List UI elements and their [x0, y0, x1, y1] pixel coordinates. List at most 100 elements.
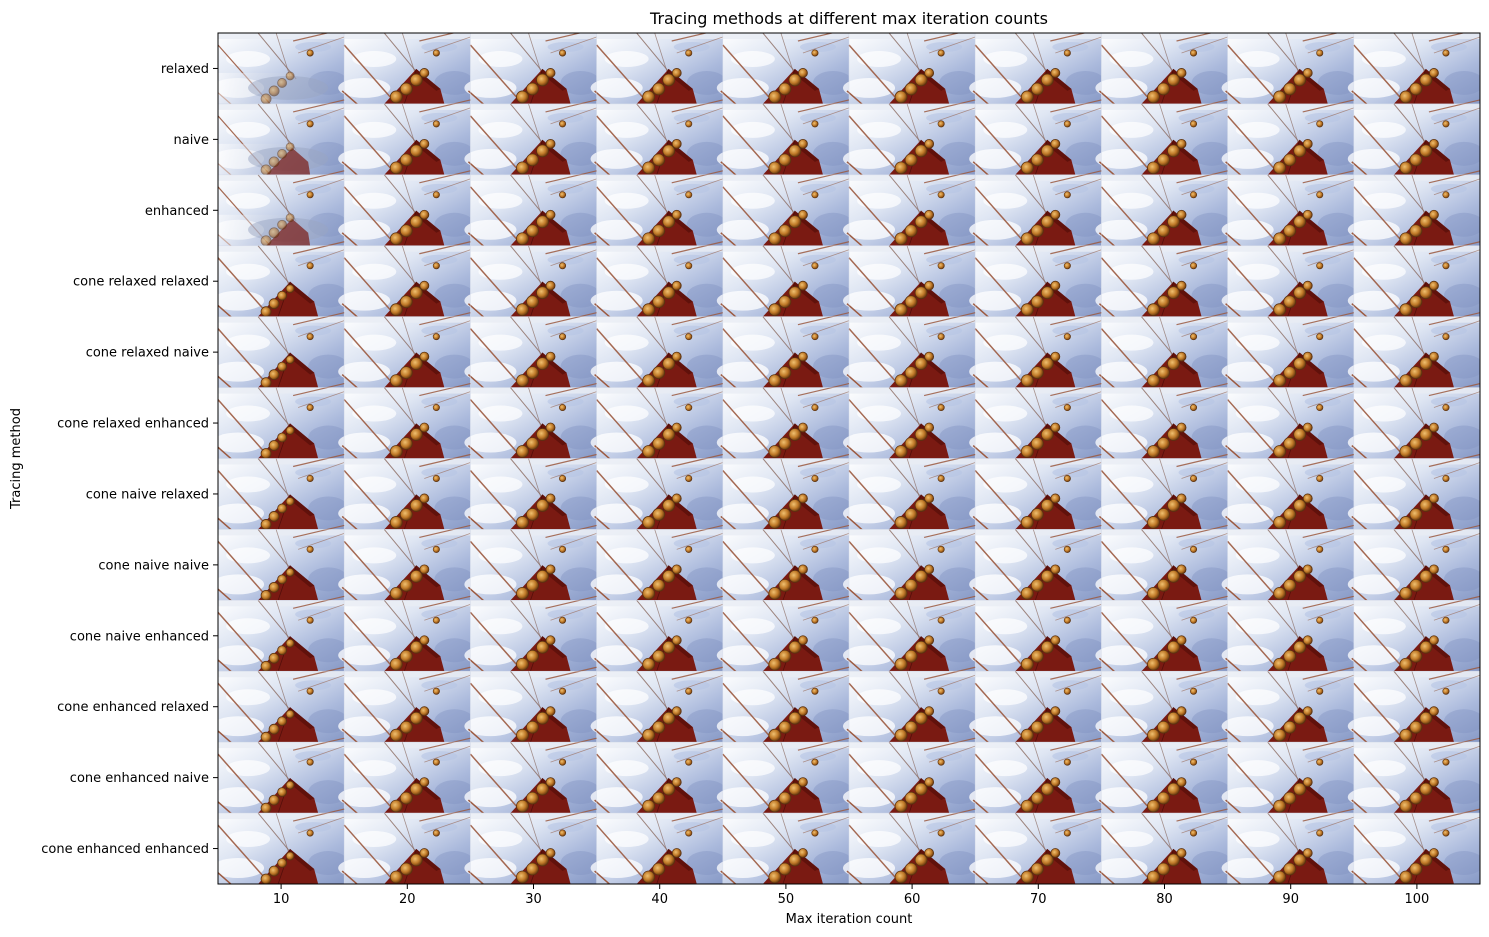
image-cell [218, 453, 349, 554]
image-cell [1221, 312, 1358, 413]
image-cell [716, 241, 854, 342]
image-cell [464, 241, 601, 342]
image-cell [969, 737, 1106, 838]
image-cell [338, 241, 475, 342]
image-cell [716, 595, 854, 696]
image-cell [590, 595, 727, 696]
chart-title: Tracing methods at different max iterati… [649, 9, 1048, 28]
y-tick-label: cone relaxed naive [86, 346, 209, 361]
image-cell [338, 312, 475, 413]
x-tick-label: 10 [273, 892, 290, 907]
image-cell [1221, 737, 1358, 838]
y-axis: relaxed naive enhanced cone relaxed relaxed… [41, 62, 218, 857]
image-cell [1347, 383, 1480, 484]
image-cell [590, 312, 727, 413]
image-grid [218, 33, 1480, 884]
image-cell [1095, 383, 1232, 484]
image-cell [464, 666, 601, 767]
image-cell [842, 33, 980, 129]
image-cell [716, 737, 854, 838]
x-tick-label: 60 [904, 892, 921, 907]
image-cell [1221, 524, 1358, 625]
image-cell [716, 33, 854, 129]
image-cell [842, 99, 980, 200]
image-cell [1347, 453, 1480, 554]
y-tick-label: cone relaxed enhanced [57, 417, 209, 432]
image-cell [218, 383, 349, 484]
image-cell [1221, 241, 1358, 342]
image-cell [464, 595, 601, 696]
image-cell [1347, 666, 1480, 767]
image-cell [842, 666, 980, 767]
image-cell [716, 808, 854, 884]
image-cell [1221, 383, 1358, 484]
image-cell [218, 595, 349, 696]
image-cell [969, 453, 1106, 554]
image-cell [590, 524, 727, 625]
image-cell [218, 33, 349, 129]
image-cell [969, 666, 1106, 767]
image-cell [1095, 524, 1232, 625]
image-cell [1347, 737, 1480, 838]
image-cell [969, 170, 1106, 271]
image-cell [842, 524, 980, 625]
image-cell [338, 666, 475, 767]
image-cell [218, 170, 349, 271]
y-tick-label: cone enhanced naive [70, 771, 209, 786]
image-cell [218, 312, 349, 413]
image-cell [969, 383, 1106, 484]
image-cell [1221, 170, 1358, 271]
image-cell [842, 737, 980, 838]
image-cell [716, 666, 854, 767]
y-tick-label: enhanced [145, 204, 209, 219]
x-tick-label: 40 [651, 892, 668, 907]
axes-frame [217, 32, 1481, 885]
image-cell [464, 524, 601, 625]
x-tick-label: 30 [525, 892, 542, 907]
image-cell [338, 453, 475, 554]
x-tick-label: 20 [399, 892, 416, 907]
image-cell [1347, 808, 1480, 884]
image-cell [969, 808, 1106, 884]
image-cell [716, 170, 854, 271]
y-tick-label: naive [173, 133, 209, 148]
y-tick-label: cone relaxed relaxed [73, 275, 209, 290]
image-cell [464, 312, 601, 413]
image-cell [1347, 312, 1480, 413]
image-cell [716, 312, 854, 413]
image-cell [969, 524, 1106, 625]
image-cell [1221, 595, 1358, 696]
image-cell [842, 241, 980, 342]
x-tick-label: 100 [1404, 892, 1429, 907]
image-cell [842, 595, 980, 696]
image-cell [1221, 666, 1358, 767]
image-cell [969, 595, 1106, 696]
y-tick-label: cone enhanced enhanced [41, 842, 209, 857]
image-cell [590, 808, 727, 884]
y-tick-label: cone naive naive [98, 558, 209, 573]
image-cell [969, 33, 1106, 129]
image-cell [716, 99, 854, 200]
image-cell [464, 33, 601, 129]
image-cell [842, 808, 980, 884]
image-cell [1095, 808, 1232, 884]
x-tick-label: 90 [1282, 892, 1299, 907]
image-cell [1095, 99, 1232, 200]
image-cell [590, 99, 727, 200]
image-cell [1095, 666, 1232, 767]
image-cell [464, 737, 601, 838]
image-cell [338, 808, 475, 884]
x-tick-label: 80 [1156, 892, 1173, 907]
x-axis-label: Max iteration count [786, 912, 913, 927]
image-cell [1347, 170, 1480, 271]
image-cell [969, 241, 1106, 342]
image-cell [590, 33, 727, 129]
image-cell [1347, 595, 1480, 696]
image-cell [1221, 33, 1358, 129]
image-cell [716, 524, 854, 625]
image-cell [218, 524, 349, 625]
x-tick-label: 50 [778, 892, 795, 907]
x-tick-label: 70 [1030, 892, 1047, 907]
